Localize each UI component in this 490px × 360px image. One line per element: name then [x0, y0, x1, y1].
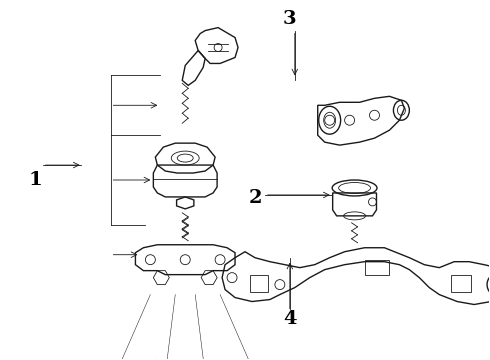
Text: 2: 2 — [248, 189, 262, 207]
Text: 4: 4 — [283, 310, 296, 328]
Text: 1: 1 — [29, 171, 43, 189]
Text: 3: 3 — [283, 10, 296, 28]
